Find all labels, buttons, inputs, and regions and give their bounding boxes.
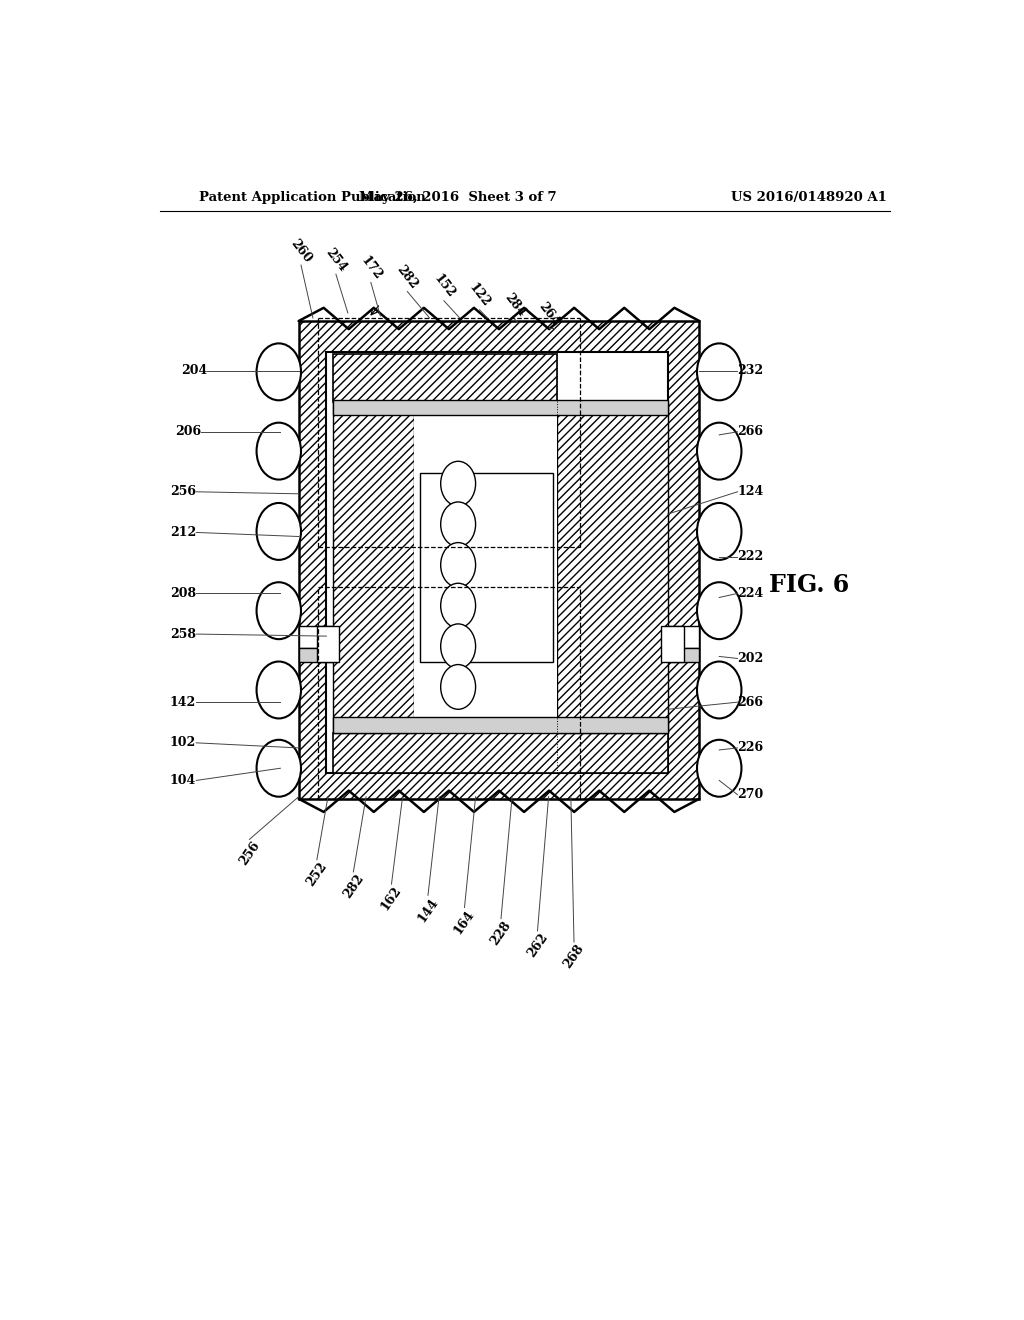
Circle shape xyxy=(257,582,301,639)
Text: 266: 266 xyxy=(737,696,764,709)
Text: 206: 206 xyxy=(175,425,201,438)
Text: 282: 282 xyxy=(394,263,421,292)
Text: 256: 256 xyxy=(170,486,197,498)
Text: 162: 162 xyxy=(379,884,404,913)
Bar xyxy=(414,403,557,733)
Text: 266: 266 xyxy=(737,425,764,438)
Circle shape xyxy=(697,422,741,479)
Text: May 26, 2016  Sheet 3 of 7: May 26, 2016 Sheet 3 of 7 xyxy=(358,190,556,203)
Text: 258: 258 xyxy=(170,627,197,640)
Text: 256: 256 xyxy=(237,840,262,869)
Text: 264: 264 xyxy=(537,300,562,329)
Text: 204: 204 xyxy=(181,364,207,378)
Circle shape xyxy=(697,739,741,797)
Text: 268: 268 xyxy=(561,942,587,970)
Text: 270: 270 xyxy=(737,788,764,801)
Circle shape xyxy=(697,661,741,718)
Circle shape xyxy=(257,739,301,797)
Text: 260: 260 xyxy=(288,236,314,265)
Circle shape xyxy=(257,422,301,479)
Text: 222: 222 xyxy=(737,550,764,564)
Circle shape xyxy=(257,661,301,718)
Bar xyxy=(668,648,699,661)
Bar xyxy=(333,400,668,414)
Text: US 2016/0148920 A1: US 2016/0148920 A1 xyxy=(731,190,887,203)
Bar xyxy=(557,403,668,733)
Text: 122: 122 xyxy=(466,281,493,310)
Circle shape xyxy=(440,583,475,628)
Circle shape xyxy=(697,503,741,560)
Text: 226: 226 xyxy=(737,742,764,755)
Circle shape xyxy=(440,624,475,669)
Text: 172: 172 xyxy=(357,253,384,282)
Text: 202: 202 xyxy=(737,652,764,665)
Circle shape xyxy=(440,664,475,709)
Text: 228: 228 xyxy=(488,919,514,948)
Text: 208: 208 xyxy=(170,587,197,599)
Bar xyxy=(662,626,684,661)
Circle shape xyxy=(697,582,741,639)
Bar xyxy=(333,718,668,733)
Text: 224: 224 xyxy=(737,587,764,599)
Bar xyxy=(327,351,668,774)
Text: 152: 152 xyxy=(431,272,457,301)
Text: 254: 254 xyxy=(323,246,349,275)
Text: 102: 102 xyxy=(170,737,197,750)
Bar xyxy=(333,733,668,774)
Text: 284: 284 xyxy=(502,290,527,319)
Text: 212: 212 xyxy=(170,525,197,539)
Text: Patent Application Publication: Patent Application Publication xyxy=(200,190,426,203)
Text: 104: 104 xyxy=(170,774,197,787)
Text: 144: 144 xyxy=(415,895,441,924)
Circle shape xyxy=(440,543,475,587)
Bar xyxy=(299,626,333,648)
Bar xyxy=(299,648,333,661)
Circle shape xyxy=(697,343,741,400)
Text: 124: 124 xyxy=(737,486,764,498)
Bar xyxy=(333,354,557,403)
Circle shape xyxy=(440,461,475,506)
Circle shape xyxy=(440,502,475,546)
Text: 282: 282 xyxy=(341,873,367,900)
Text: 262: 262 xyxy=(524,931,550,960)
Bar xyxy=(668,626,699,648)
Text: 252: 252 xyxy=(304,859,330,888)
Text: 232: 232 xyxy=(737,364,764,378)
Text: 164: 164 xyxy=(452,907,477,936)
Text: FIG. 6: FIG. 6 xyxy=(769,573,849,597)
Bar xyxy=(420,474,553,661)
Circle shape xyxy=(257,503,301,560)
Text: 142: 142 xyxy=(170,696,197,709)
Bar xyxy=(299,321,699,799)
Circle shape xyxy=(257,343,301,400)
Bar xyxy=(316,626,339,661)
Bar xyxy=(333,403,414,733)
